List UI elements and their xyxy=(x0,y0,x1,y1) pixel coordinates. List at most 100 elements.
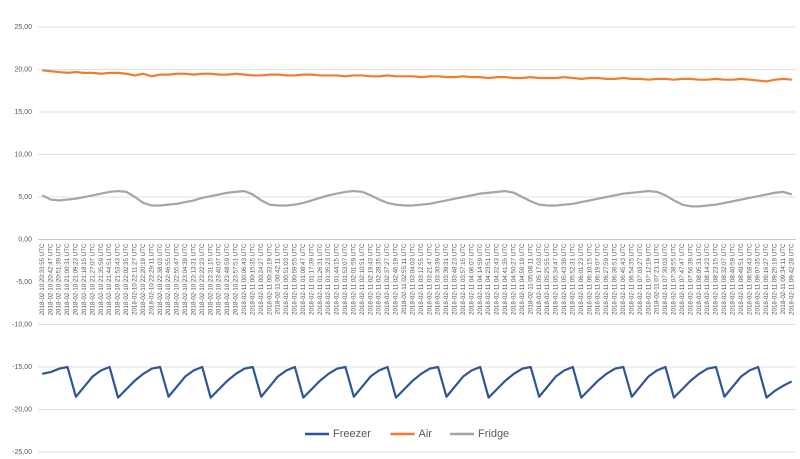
x-tick-label: 2018-02-10 23:40:07 UTC xyxy=(216,243,223,315)
x-tick-label: 2018-02-10 21:18:15 UTC xyxy=(81,243,88,315)
x-tick-label: 2018-02-11 03:04:03 UTC xyxy=(409,243,416,315)
x-tick-label: 2018-02-10 21:44:51 UTC xyxy=(106,243,113,315)
legend: Freezer Air Fridge xyxy=(305,428,509,440)
x-tick-label: 2018-02-11 00:15:35 UTC xyxy=(249,243,256,315)
x-tick-label: 2018-02-11 08:23:15 UTC xyxy=(713,243,720,315)
x-tick-label: 2018-02-10 22:20:19 UTC xyxy=(140,243,147,315)
x-tick-label: 2018-02-10 22:46:55 UTC xyxy=(165,243,172,315)
x-tick-label: 2018-02-11 07:21:11 UTC xyxy=(654,243,661,315)
y-tick-label: 10,00 xyxy=(14,151,32,158)
x-tick-label: 2018-02-11 05:25:55 UTC xyxy=(544,243,551,315)
x-tick-label: 2018-02-10 22:11:27 UTC xyxy=(131,243,138,315)
x-tick-label: 2018-02-11 03:30:39 UTC xyxy=(435,243,442,315)
x-tick-label: 2018-02-11 04:14:59 UTC xyxy=(477,243,484,315)
x-tick-label: 2018-02-11 04:41:35 UTC xyxy=(502,243,509,315)
x-tick-label: 2018-02-11 02:55:11 UTC xyxy=(401,243,408,315)
y-tick-label: -25,00 xyxy=(12,449,32,456)
x-tick-label: 2018-02-11 07:03:27 UTC xyxy=(637,243,644,315)
y-tick-label: -10,00 xyxy=(12,321,32,328)
legend-label: Fridge xyxy=(478,428,509,440)
legend-item: Freezer xyxy=(305,428,371,440)
x-tick-label: 2018-02-10 23:48:59 UTC xyxy=(224,243,231,315)
series-line xyxy=(41,365,793,399)
x-tick-label: 2018-02-10 20:33:55 UTC xyxy=(39,243,46,315)
x-tick-label: 2018-02-10 22:38:03 UTC xyxy=(157,243,164,315)
x-tick-label: 2018-02-11 04:32:43 UTC xyxy=(494,243,501,315)
y-tick-label: -15,00 xyxy=(12,364,32,371)
x-tick-label: 2018-02-11 00:33:19 UTC xyxy=(266,243,273,315)
x-tick-label: 2018-02-10 21:27:07 UTC xyxy=(89,243,96,315)
legend-item: Fridge xyxy=(450,428,509,440)
x-tick-label: 2018-02-11 02:01:59 UTC xyxy=(350,243,357,315)
y-tick-label: 5,00 xyxy=(18,194,32,201)
x-tick-label: 2018-02-11 07:56:39 UTC xyxy=(687,243,694,315)
x-tick-label: 2018-02-11 01:26:31 UTC xyxy=(317,243,324,315)
x-tick-label: 2018-02-11 01:17:39 UTC xyxy=(308,243,315,315)
x-tick-label: 2018-02-11 07:47:47 UTC xyxy=(679,243,686,315)
x-tick-label: 2018-02-11 00:06:43 UTC xyxy=(241,243,248,315)
x-tick-label: 2018-02-11 05:43:39 UTC xyxy=(561,243,568,315)
x-tick-label: 2018-02-11 06:19:07 UTC xyxy=(595,243,602,315)
x-tick-label: 2018-02-11 06:10:15 UTC xyxy=(586,243,593,315)
x-tick-label: 2018-02-11 08:14:23 UTC xyxy=(704,243,711,315)
x-tick-label: 2018-02-11 00:24:27 UTC xyxy=(258,243,265,315)
x-tick-label: 2018-02-11 09:25:19 UTC xyxy=(772,243,779,315)
y-tick-label: -5,00 xyxy=(16,279,32,286)
y-tick-label: 15,00 xyxy=(14,109,32,116)
x-tick-label: 2018-02-11 02:28:35 UTC xyxy=(376,243,383,315)
x-tick-label: 2018-02-11 03:57:15 UTC xyxy=(460,243,467,315)
x-tick-label: 2018-02-11 08:32:07 UTC xyxy=(721,243,728,315)
x-tick-label: 2018-02-11 07:30:03 UTC xyxy=(662,243,669,315)
x-tick-label: 2018-02-11 07:12:19 UTC xyxy=(645,243,652,315)
x-tick-label: 2018-02-10 23:57:51 UTC xyxy=(233,243,240,315)
x-tick-label: 2018-02-11 06:01:23 UTC xyxy=(578,243,585,315)
legend-label: Freezer xyxy=(333,428,371,440)
x-tick-label: 2018-02-11 08:40:59 UTC xyxy=(729,243,736,315)
x-tick-label: 2018-02-11 00:51:03 UTC xyxy=(283,243,290,315)
y-tick-label: 0,00 xyxy=(18,236,32,243)
x-tick-label: 2018-02-10 22:02:35 UTC xyxy=(123,243,130,315)
x-tick-label: 2018-02-10 21:53:43 UTC xyxy=(115,243,122,315)
x-tick-label: 2018-02-10 20:42:47 UTC xyxy=(47,243,54,315)
x-tick-label: 2018-02-11 02:19:43 UTC xyxy=(367,243,374,315)
x-tick-label: 2018-02-11 00:42:11 UTC xyxy=(275,243,282,315)
x-tick-label: 2018-02-11 01:35:23 UTC xyxy=(325,243,332,315)
x-tick-label: 2018-02-11 06:27:59 UTC xyxy=(603,243,610,315)
x-tick-label: 2018-02-11 05:52:31 UTC xyxy=(569,243,576,315)
x-tick-label: 2018-02-11 09:16:27 UTC xyxy=(763,243,770,315)
y-tick-label: 25,00 xyxy=(14,24,32,31)
x-tick-label: 2018-02-11 07:38:55 UTC xyxy=(671,243,678,315)
x-tick-label: 2018-02-11 06:45:43 UTC xyxy=(620,243,627,315)
x-tick-label: 2018-02-10 21:35:59 UTC xyxy=(98,243,105,315)
x-tick-label: 2018-02-11 01:44:15 UTC xyxy=(334,243,341,315)
x-tick-label: 2018-02-10 21:00:31 UTC xyxy=(64,243,71,315)
x-tick-label: 2018-02-11 09:42:28 UTC xyxy=(788,243,795,315)
x-tick-label: 2018-02-11 09:34:11 UTC xyxy=(780,243,787,315)
x-tick-label: 2018-02-10 23:04:39 UTC xyxy=(182,243,189,315)
x-tick-label: 2018-02-11 09:07:35 UTC xyxy=(755,243,762,315)
x-tick-label: 2018-02-11 05:17:03 UTC xyxy=(536,243,543,315)
x-tick-label: 2018-02-10 23:13:31 UTC xyxy=(190,243,197,315)
x-tick-label: 2018-02-11 03:12:55 UTC xyxy=(418,243,425,315)
y-tick-label: 20,00 xyxy=(14,66,32,73)
x-tick-label: 2018-02-11 06:36:51 UTC xyxy=(612,243,619,315)
y-tick-label: -20,00 xyxy=(12,406,32,413)
x-tick-label: 2018-02-11 05:34:47 UTC xyxy=(553,243,560,315)
x-tick-label: 2018-02-10 22:29:11 UTC xyxy=(148,243,155,315)
x-tick-label: 2018-02-11 01:53:07 UTC xyxy=(342,243,349,315)
series-line xyxy=(41,189,793,208)
x-tick-label: 2018-02-11 04:50:27 UTC xyxy=(510,243,517,315)
x-tick-label: 2018-02-11 02:10:51 UTC xyxy=(359,243,366,315)
x-tick-label: 2018-02-11 01:08:47 UTC xyxy=(300,243,307,315)
x-tick-label: 2018-02-11 03:48:23 UTC xyxy=(452,243,459,315)
x-tick-label: 2018-02-11 03:21:47 UTC xyxy=(426,243,433,315)
x-tick-label: 2018-02-11 04:06:07 UTC xyxy=(468,243,475,315)
x-tick-label: 2018-02-10 21:09:23 UTC xyxy=(73,243,80,315)
x-tick-label: 2018-02-11 08:05:31 UTC xyxy=(696,243,703,315)
x-tick-label: 2018-02-11 04:23:51 UTC xyxy=(485,243,492,315)
x-tick-label: 2018-02-11 02:37:27 UTC xyxy=(384,243,391,315)
x-tick-label: 2018-02-11 06:54:35 UTC xyxy=(628,243,635,315)
x-tick-label: 2018-02-11 04:59:19 UTC xyxy=(519,243,526,315)
x-tick-label: 2018-02-10 22:55:47 UTC xyxy=(174,243,181,315)
